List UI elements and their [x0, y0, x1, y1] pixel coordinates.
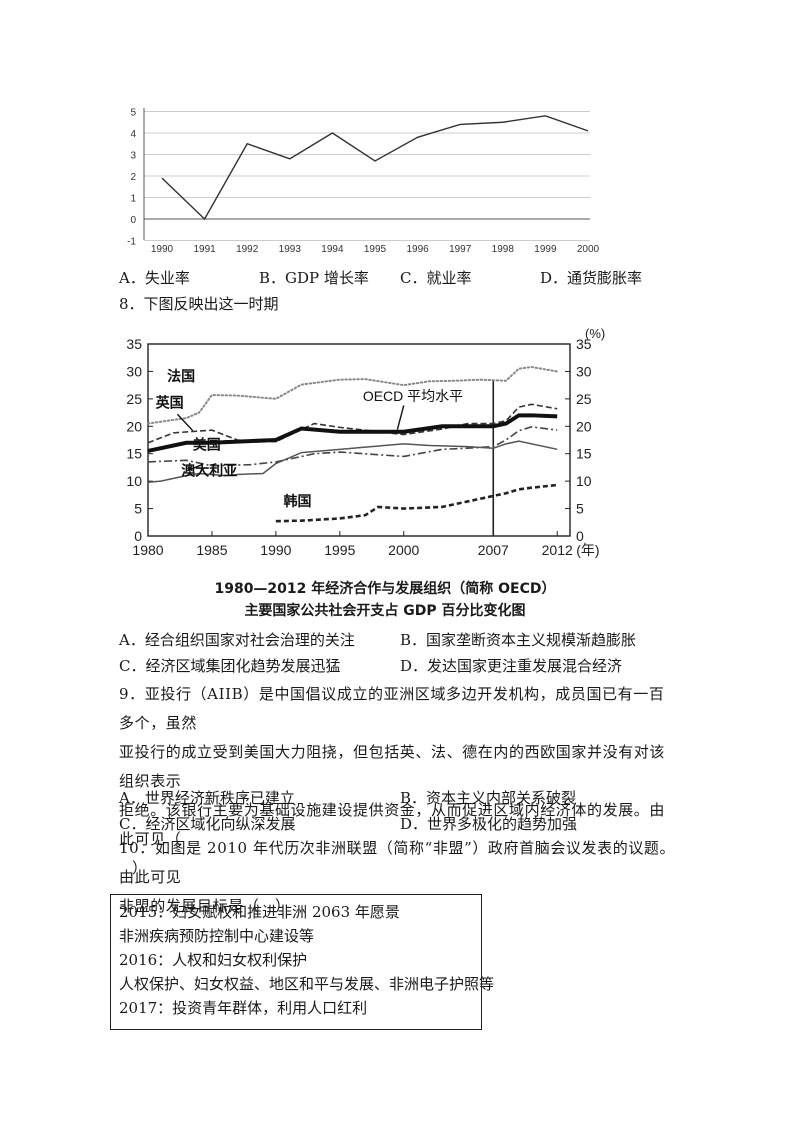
oecd-y-tick-label-right: 25: [576, 391, 592, 407]
chart1-x-tick-label: 1997: [449, 244, 472, 255]
agenda-line: 2016：人权和妇女权利保护: [119, 951, 308, 969]
oecd-x-tick-label: 2000: [388, 542, 419, 558]
chart1-x-tick-label: 1999: [534, 244, 557, 255]
oecd-label-leader: [187, 464, 202, 472]
oecd-y-tick-label-left: 20: [126, 418, 142, 434]
oecd-y-tick-label-left: 0: [134, 528, 142, 544]
q7-option-a[interactable]: A．失业率: [119, 269, 190, 287]
chart1-y-tick-label: 0: [130, 215, 136, 226]
q7-option-d[interactable]: D．通货膨胀率: [540, 269, 643, 287]
q7-option-c[interactable]: C．就业率: [400, 269, 472, 287]
chart1-x-tick-label: 1993: [279, 244, 302, 255]
oecd-x-unit: (年): [576, 542, 599, 558]
oecd-x-tick-label: 1980: [132, 542, 163, 558]
oecd-y-tick-label-right: 10: [576, 473, 592, 489]
q9-stem: 9．亚投行（AIIB）是中国倡议成立的亚洲区域多边开发机构，成员国已有一百多个，…: [119, 680, 679, 883]
oecd-chart-title-line1: 1980—2012 年经济合作与发展组织（简称 OECD）: [214, 581, 556, 597]
oecd-chart-unit-label: (%): [585, 326, 605, 341]
q7-option-b[interactable]: B．GDP 增长率: [259, 269, 369, 287]
oecd-series-line: [275, 483, 558, 523]
oecd-y-tick-label-left: 15: [126, 446, 142, 462]
q8-stem: 8．下图反映出这一时期: [119, 295, 279, 313]
q9-option-c[interactable]: C．经济区域化向纵深发展: [119, 815, 296, 833]
agenda-line: 2017：投资青年群体，利用人口红利: [119, 999, 368, 1017]
q8-option-c[interactable]: C．经济区域集团化趋势发展迅猛: [119, 657, 341, 675]
oecd-series-label: OECD 平均水平: [363, 388, 463, 404]
q8-option-d[interactable]: D．发达国家更注重发展混合经济: [400, 657, 623, 675]
chart1-x-tick-label: 1995: [364, 244, 387, 255]
agenda-line: 人权保护、妇女权益、地区和平与发展、非洲电子护照等: [119, 975, 495, 993]
q9-option-d[interactable]: D．世界多极化的趋势加强: [400, 815, 578, 833]
oecd-y-tick-label-left: 35: [126, 336, 142, 352]
chart1-x-tick-label: 1990: [151, 244, 174, 255]
chart1-y-tick-label: -1: [127, 237, 136, 248]
oecd-y-tick-label-left: 30: [126, 363, 142, 379]
chart1-x-tick-label: 1992: [236, 244, 259, 255]
q10-line: 10．如图是 2010 年代历次非洲联盟（简称“非盟”）政府首脑会议发表的议题。…: [119, 839, 676, 886]
q9-line: 9．亚投行（AIIB）是中国倡议成立的亚洲区域多边开发机构，成员国已有一百多个，…: [119, 685, 665, 732]
oecd-label-leader: [218, 439, 228, 443]
agenda-line: 非洲疾病预防控制中心建设等: [119, 927, 315, 945]
oecd-x-tick-label: 2007: [478, 542, 509, 558]
chart1-y-tick-label: 4: [130, 129, 136, 140]
chart1-x-tick-label: 1994: [321, 244, 344, 255]
au-agenda-box: 2015：妇女赋权和推进非洲 2063 年愿景 非洲疾病预防控制中心建设等 20…: [110, 894, 495, 1030]
oecd-y-tick-label-right: 30: [576, 363, 592, 379]
chart1: 5 4 3 2 1 0 -1 1990 1991 1992 1993 1994 1995 1996 199…: [127, 108, 600, 256]
chart1-x-tick-label: 1998: [492, 244, 515, 255]
chart1-x-tick-label: 1996: [406, 244, 429, 255]
q9-option-b[interactable]: B．资本主义内部关系破裂: [400, 789, 577, 807]
oecd-y-tick-label-right: 20: [576, 418, 592, 434]
oecd-label-leader: [396, 405, 405, 430]
chart1-y-tick-label: 5: [130, 108, 136, 119]
oecd-x-tick-label: 1995: [324, 542, 355, 558]
oecd-x-tick-label: 1985: [196, 542, 227, 558]
oecd-chart-title-line2: 主要国家公共社会开支占 GDP 百分比变化图: [244, 603, 526, 619]
q8-option-b[interactable]: B．国家垄断资本主义规模渐趋膨胀: [400, 631, 637, 649]
oecd-series-label: 韩国: [284, 493, 312, 509]
oecd-series-label: 英国: [155, 395, 184, 411]
oecd-series-label: 法国: [167, 368, 195, 384]
oecd-x-tick-label: 2012: [542, 542, 573, 558]
oecd-y-tick-label-left: 25: [126, 391, 142, 407]
oecd-chart: (%) 35 35 30 30 25 25 20 20 15 15 10 10 5 5 0 0 1980 198…: [126, 326, 605, 558]
chart1-x-tick-label: 1991: [193, 244, 216, 255]
oecd-y-tick-label-right: 5: [576, 501, 584, 517]
oecd-series-label: 美国: [193, 436, 221, 452]
chart1-x-tick-label: 2000: [577, 244, 600, 255]
chart1-y-tick-label: 3: [130, 151, 136, 162]
q10-line: 非盟的发展目标是（ ）: [119, 897, 291, 915]
oecd-y-tick-label-left: 10: [126, 473, 142, 489]
chart1-y-tick-label: 2: [130, 172, 136, 183]
q9-line: 亚投行的成立受到美国大力阻挠，但包括英、法、德在内的西欧国家并没有对该组织表示: [119, 743, 666, 790]
chart1-y-tick-label: 1: [130, 194, 136, 205]
oecd-x-tick-label: 1990: [260, 542, 291, 558]
q8-option-a[interactable]: A．经合组织国家对社会治理的关注: [119, 631, 355, 649]
oecd-series-line: [147, 403, 558, 444]
chart1-series-line: [161, 115, 589, 221]
oecd-label-leader: [176, 413, 194, 432]
oecd-y-tick-label-right: 0: [576, 528, 584, 544]
oecd-series-line: [147, 366, 559, 425]
q9-line: ）: [132, 859, 148, 877]
oecd-y-tick-label-left: 5: [134, 501, 142, 517]
q9-line: 拒绝。该银行主要为基础设施建设提供资金，从而促进区域内经济体的发展。由此可见（: [119, 801, 666, 848]
agenda-line: 2015：妇女赋权和推进非洲 2063 年愿景: [119, 903, 400, 921]
oecd-chart-frame: [147, 343, 571, 537]
oecd-y-tick-label-right: 15: [576, 446, 592, 462]
oecd-series-label: 澳大利亚: [181, 463, 237, 479]
oecd-series-line: [147, 426, 558, 467]
oecd-series-line: [147, 440, 558, 483]
q10-stem: 10．如图是 2010 年代历次非洲联盟（简称“非盟”）政府首脑会议发表的议题。…: [119, 834, 679, 921]
oecd-y-tick-label-right: 35: [576, 336, 592, 352]
q9-option-a[interactable]: A．世界经济新秩序已建立: [119, 789, 295, 807]
